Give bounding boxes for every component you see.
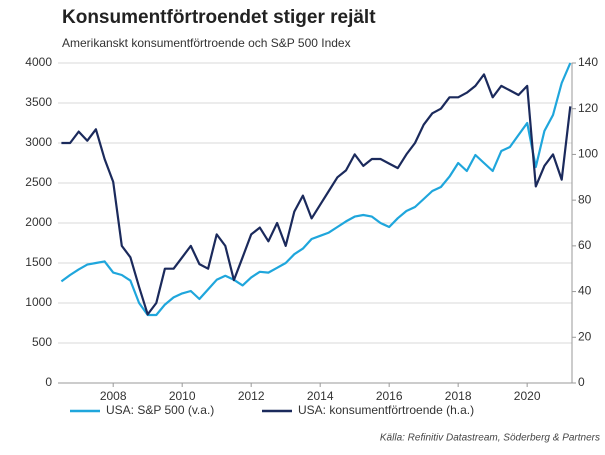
y2-tick-label: 100 (578, 147, 598, 161)
y-tick-label: 4000 (25, 55, 52, 69)
series-line (61, 73, 572, 316)
y-tick-label: 3000 (25, 135, 52, 149)
chart-subtitle: Amerikanskt konsumentförtroende och S&P … (62, 36, 351, 50)
y2-tick-label: 120 (578, 101, 598, 115)
y-tick-label: 2500 (25, 175, 52, 189)
x-tick-label: 2010 (169, 389, 196, 403)
x-tick-label: 2016 (376, 389, 403, 403)
y-tick-label: 0 (45, 375, 52, 389)
x-tick-label: 2014 (307, 389, 334, 403)
legend-label: USA: konsumentförtroende (h.a.) (298, 403, 474, 417)
y2-tick-label: 40 (578, 284, 592, 298)
y-tick-label: 1000 (25, 295, 52, 309)
legend-label: USA: S&P 500 (v.a.) (106, 403, 214, 417)
source: Källa: Refinitiv Datastream, Söderberg &… (380, 433, 600, 444)
y2-tick-label: 140 (578, 55, 598, 69)
y2-tick-label: 20 (578, 329, 592, 343)
y-tick-label: 1500 (25, 255, 52, 269)
x-tick-label: 2012 (238, 389, 265, 403)
x-tick-label: 2020 (514, 389, 541, 403)
series-line (60, 62, 572, 317)
x-tick-label: 2008 (100, 389, 127, 403)
y2-tick-label: 60 (578, 238, 592, 252)
y2-tick-label: 80 (578, 192, 592, 206)
y2-tick-label: 0 (578, 375, 585, 389)
y-tick-label: 500 (32, 335, 52, 349)
y-tick-label: 3500 (25, 95, 52, 109)
x-tick-label: 2018 (445, 389, 472, 403)
y-tick-label: 2000 (25, 215, 52, 229)
chart-title: Konsumentförtroendet stiger rejält (62, 7, 376, 28)
